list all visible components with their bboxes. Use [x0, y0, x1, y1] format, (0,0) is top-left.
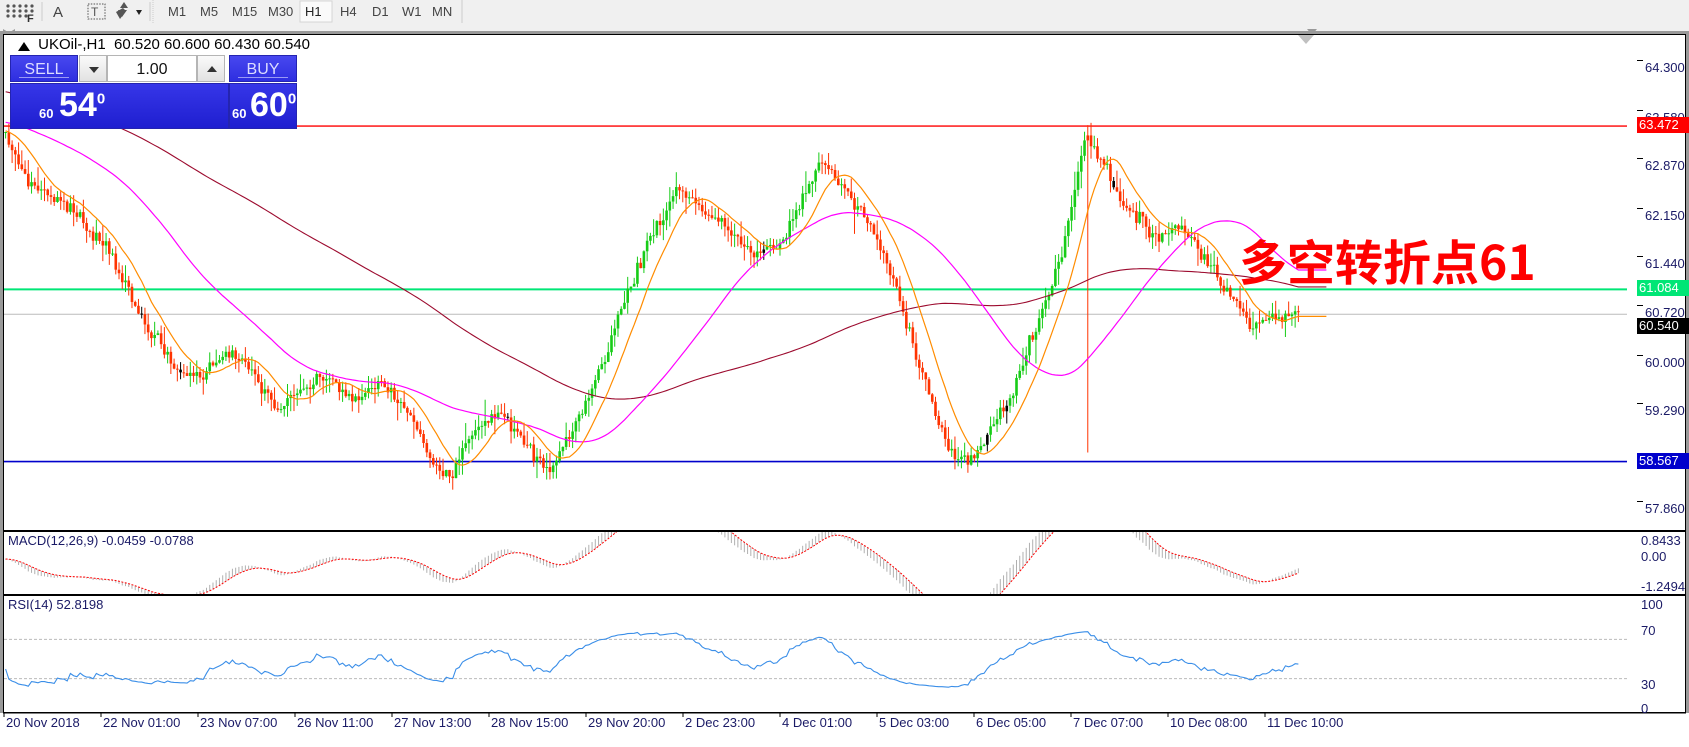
svg-text:10 Dec 08:00: 10 Dec 08:00	[1170, 715, 1247, 730]
svg-text:W1: W1	[402, 4, 422, 19]
svg-text:2 Dec 23:00: 2 Dec 23:00	[685, 715, 755, 730]
svg-text:MACD(12,26,9) -0.0459 -0.0788: MACD(12,26,9) -0.0459 -0.0788	[8, 533, 194, 548]
svg-text:23 Nov 07:00: 23 Nov 07:00	[200, 715, 277, 730]
svg-text:A: A	[53, 4, 63, 21]
svg-text:D1: D1	[372, 4, 389, 19]
svg-text:M5: M5	[200, 4, 218, 19]
svg-text:M15: M15	[232, 4, 257, 19]
svg-text:MN: MN	[432, 4, 452, 19]
svg-text:27 Nov 13:00: 27 Nov 13:00	[394, 715, 471, 730]
svg-text:20 Nov 2018: 20 Nov 2018	[6, 715, 80, 730]
svg-text:4 Dec 01:00: 4 Dec 01:00	[782, 715, 852, 730]
svg-text:29 Nov 20:00: 29 Nov 20:00	[588, 715, 665, 730]
svg-text:7 Dec 07:00: 7 Dec 07:00	[1073, 715, 1143, 730]
svg-text:H4: H4	[340, 4, 357, 19]
svg-text:6 Dec 05:00: 6 Dec 05:00	[976, 715, 1046, 730]
svg-text:11 Dec 10:00: 11 Dec 10:00	[1267, 715, 1343, 730]
svg-text:多空转折点61: 多空转折点61	[1239, 224, 1536, 294]
svg-text:28 Nov 15:00: 28 Nov 15:00	[491, 715, 568, 730]
svg-text:5 Dec 03:00: 5 Dec 03:00	[879, 715, 949, 730]
svg-text:M1: M1	[168, 4, 186, 19]
svg-text:26 Nov 11:00: 26 Nov 11:00	[297, 715, 373, 730]
svg-text:H1: H1	[305, 4, 322, 19]
svg-text:T: T	[91, 5, 99, 19]
svg-text:F: F	[27, 13, 34, 23]
svg-text:22 Nov 01:00: 22 Nov 01:00	[103, 715, 180, 730]
svg-text:RSI(14) 52.8198: RSI(14) 52.8198	[8, 597, 103, 612]
svg-text:M30: M30	[268, 4, 293, 19]
